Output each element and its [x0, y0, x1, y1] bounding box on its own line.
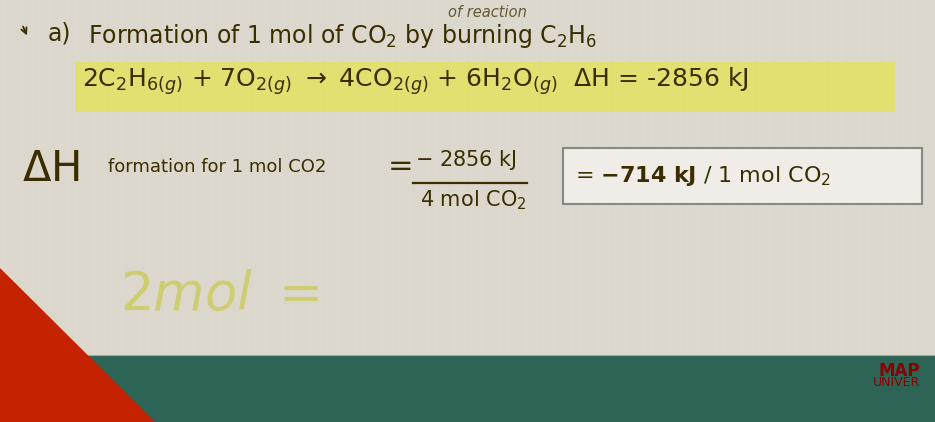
Polygon shape — [0, 268, 155, 422]
FancyBboxPatch shape — [75, 62, 895, 112]
Text: of reaction: of reaction — [448, 5, 526, 20]
Text: $-$ 2856 kJ: $-$ 2856 kJ — [415, 148, 517, 172]
Text: =: = — [388, 152, 413, 181]
Text: 2C$_2$H$_{6(g)}$ + 7O$_{2(g)}$ $\rightarrow$ 4CO$_{2(g)}$ + 6H$_2$O$_{(g)}$  $\D: 2C$_2$H$_{6(g)}$ + 7O$_{2(g)}$ $\rightar… — [82, 65, 749, 97]
Text: MAP: MAP — [879, 362, 920, 380]
Polygon shape — [0, 356, 935, 422]
FancyBboxPatch shape — [563, 148, 922, 204]
Text: 4 mol CO$_2$: 4 mol CO$_2$ — [420, 188, 526, 211]
Text: $2mol\ =$: $2mol\ =$ — [120, 270, 319, 320]
Text: = $\mathbf{-714\ kJ}$ / 1 mol CO$_2$: = $\mathbf{-714\ kJ}$ / 1 mol CO$_2$ — [575, 164, 831, 188]
Text: $\Delta$H: $\Delta$H — [22, 148, 79, 190]
Text: formation for 1 mol CO2: formation for 1 mol CO2 — [108, 158, 326, 176]
Text: UNIVER: UNIVER — [872, 376, 920, 389]
Text: a): a) — [48, 22, 71, 46]
Text: Formation of 1 mol of CO$_2$ by burning C$_2$H$_6$: Formation of 1 mol of CO$_2$ by burning … — [88, 22, 597, 50]
